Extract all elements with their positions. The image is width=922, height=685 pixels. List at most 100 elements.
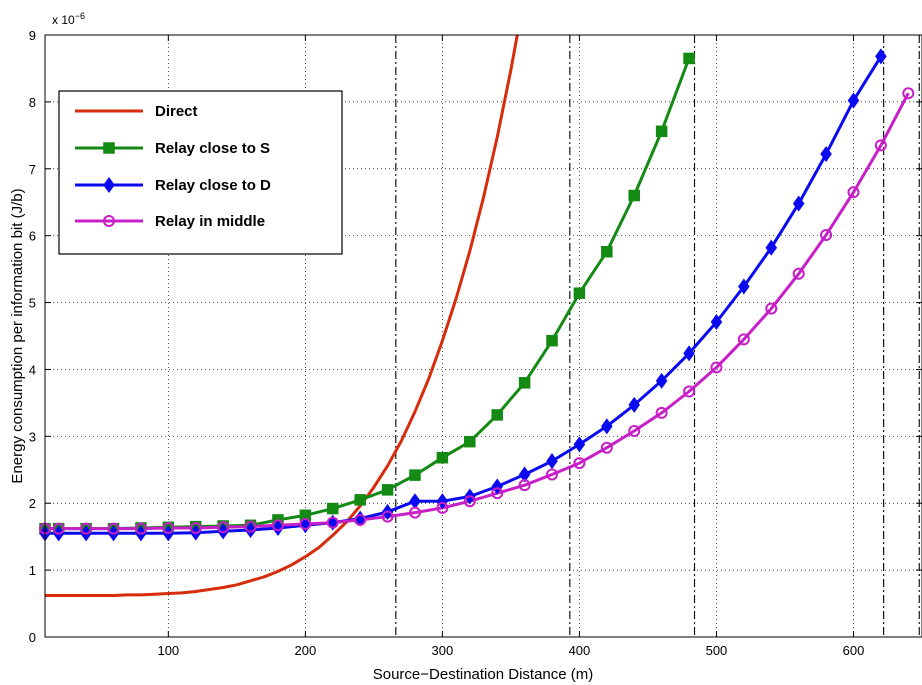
data-point — [792, 267, 805, 280]
data-point — [326, 516, 339, 529]
data-point — [518, 377, 531, 389]
data-point — [381, 484, 394, 496]
data-point — [573, 436, 586, 453]
data-point — [546, 468, 559, 481]
data-point — [601, 245, 613, 258]
y-tick-label: 7 — [29, 162, 36, 177]
data-point — [52, 522, 65, 535]
data-point — [271, 519, 284, 532]
legend: Direct Relay close to S Relay close to D Re… — [58, 90, 343, 255]
data-point — [683, 345, 695, 362]
data-point — [600, 441, 613, 454]
data-point — [847, 92, 860, 109]
data-point — [107, 522, 120, 535]
x-axis-label: Source−Destination Distance (m) — [373, 666, 594, 683]
y-tick-label: 8 — [29, 95, 36, 110]
y-tick-label: 9 — [29, 28, 36, 43]
y-tick-label: 2 — [29, 496, 36, 511]
data-point — [902, 87, 915, 100]
y-tick-label: 6 — [29, 229, 36, 244]
data-point — [765, 302, 778, 315]
axis-ticks: 100 200 300 400 500 600 0 1 2 3 4 5 6 7 8 9 — [29, 28, 922, 658]
legend-label: Relay close to D — [155, 177, 271, 194]
y-tick-label: 0 — [29, 630, 36, 645]
y-tick-label: 4 — [29, 362, 36, 377]
data-point — [409, 469, 421, 481]
data-point — [103, 142, 115, 154]
data-point — [518, 466, 531, 483]
data-point — [820, 146, 832, 163]
data-point — [189, 521, 202, 534]
data-point — [134, 522, 147, 535]
data-point — [463, 495, 476, 508]
data-point — [628, 396, 641, 413]
legend-label: Relay close to S — [155, 140, 270, 157]
data-point — [710, 313, 723, 330]
data-point — [491, 409, 503, 421]
data-point — [491, 478, 503, 495]
data-point — [354, 513, 367, 526]
data-point — [573, 457, 586, 470]
y-exponent-base: x 10 — [52, 13, 75, 27]
vertical-reference-lines — [395, 35, 920, 637]
data-point — [546, 334, 558, 347]
data-point — [436, 451, 449, 464]
data-point — [546, 453, 558, 470]
data-point — [162, 521, 175, 534]
data-point — [244, 521, 257, 539]
data-point — [628, 424, 641, 437]
data-point — [217, 521, 230, 534]
data-point — [244, 520, 257, 533]
x-tick-label: 200 — [295, 643, 317, 658]
x-tick-label: 400 — [569, 643, 591, 658]
data-point — [327, 502, 339, 515]
y-exponent-label: x 10−6 — [52, 11, 85, 27]
data-point — [683, 385, 696, 398]
y-exponent-power: −6 — [75, 11, 85, 21]
data-point — [573, 287, 586, 299]
y-axis-label: Energy consumption per information bit (… — [9, 188, 26, 483]
data-point — [464, 435, 476, 448]
data-point — [354, 494, 366, 506]
data-point — [710, 361, 723, 374]
legend-label: Relay in middle — [155, 213, 265, 230]
y-tick-label: 3 — [29, 429, 36, 444]
data-point — [874, 139, 887, 152]
data-point — [738, 278, 750, 295]
data-point — [601, 418, 613, 435]
series-line — [45, 35, 519, 597]
data-point — [436, 493, 449, 510]
data-point — [628, 189, 640, 202]
data-point — [737, 333, 750, 346]
data-point — [381, 510, 394, 523]
data-point — [847, 186, 860, 199]
x-tick-label: 600 — [843, 643, 865, 658]
data-point — [792, 195, 805, 212]
data-point — [655, 125, 668, 138]
y-tick-label: 5 — [29, 296, 36, 311]
legend-label: Direct — [155, 103, 198, 120]
data-point — [655, 406, 668, 419]
data-point — [683, 52, 695, 65]
x-tick-label: 100 — [157, 643, 179, 658]
data-point — [765, 239, 778, 256]
data-point — [326, 514, 339, 531]
legend-box — [58, 90, 343, 255]
data-point — [103, 215, 115, 227]
data-point — [820, 228, 833, 241]
data-point — [299, 517, 312, 534]
data-point — [299, 517, 312, 530]
data-point — [518, 479, 531, 492]
data-point — [655, 372, 668, 389]
data-point — [436, 501, 449, 514]
x-tick-label: 500 — [706, 643, 728, 658]
plot-frame — [44, 34, 922, 638]
data-point — [103, 176, 115, 194]
markers-group — [39, 48, 915, 542]
x-tick-label: 300 — [432, 643, 454, 658]
data-point — [491, 487, 504, 500]
data-point — [80, 522, 93, 535]
y-tick-label: 1 — [29, 563, 36, 578]
data-point — [408, 506, 421, 519]
